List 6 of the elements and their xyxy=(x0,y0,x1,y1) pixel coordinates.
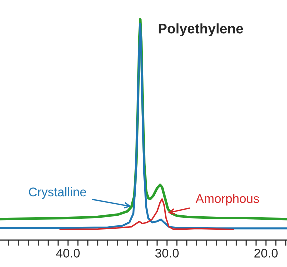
chart-title: Polyethylene xyxy=(158,24,244,37)
x-tick-label: 30.0 xyxy=(156,248,179,258)
annotation: Crystalline xyxy=(29,187,86,200)
annotation: Amorphous xyxy=(196,194,260,206)
x-tick-label: 40.0 xyxy=(56,248,80,258)
x-tick-label: 20.0 xyxy=(254,248,278,258)
